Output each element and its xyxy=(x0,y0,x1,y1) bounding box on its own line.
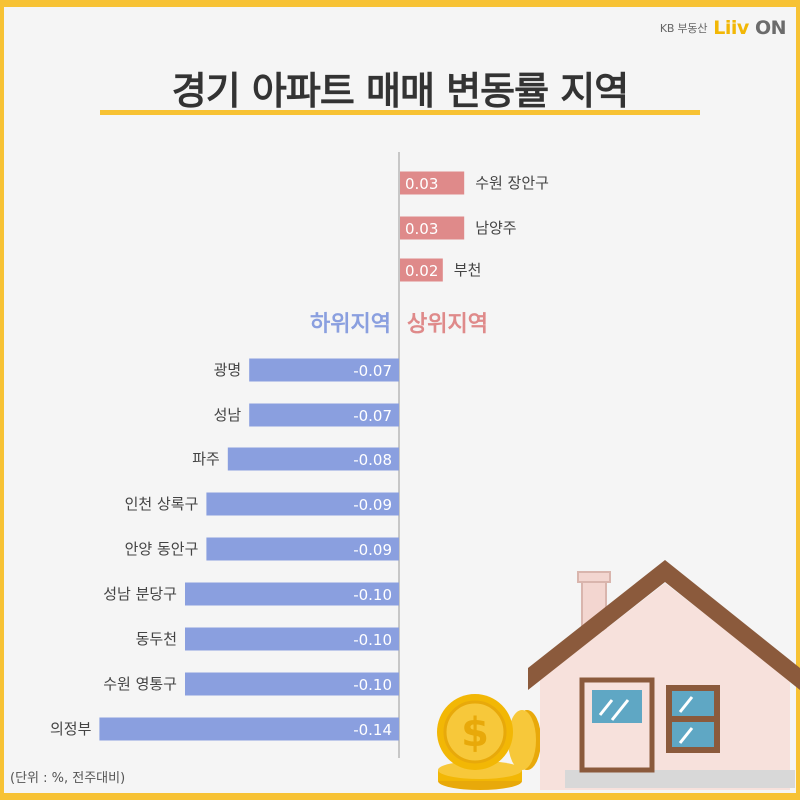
bar-value-label: 0.03 xyxy=(405,175,438,193)
bar-value-label: -0.09 xyxy=(353,496,392,514)
bar-value-label: -0.10 xyxy=(353,676,392,694)
bar-down-5 xyxy=(185,582,399,606)
bar-down-8 xyxy=(99,717,400,741)
category-label: 안양 동안구 xyxy=(125,540,199,558)
brand-logo: Liiv ON xyxy=(713,17,786,39)
bar-down-6 xyxy=(185,627,399,651)
frame-right xyxy=(796,0,800,800)
bar-value-label: -0.10 xyxy=(353,631,392,649)
coin-stack-icon: $ xyxy=(437,694,541,790)
bar-up-1 xyxy=(400,216,465,240)
category-label: 수원 장안구 xyxy=(475,174,549,192)
category-label: 성남 xyxy=(214,406,242,424)
category-label: 동두천 xyxy=(136,630,177,648)
bar-value-label: -0.09 xyxy=(353,541,392,559)
category-label: 파주 xyxy=(192,450,220,468)
category-label: 광명 xyxy=(214,361,242,379)
frame-bottom xyxy=(0,793,800,800)
page-title: 경기 아파트 매매 변동률 지역 xyxy=(171,69,629,113)
bar-value-label: -0.07 xyxy=(353,407,392,425)
bar-value-label: -0.08 xyxy=(353,451,392,469)
category-label: 인천 상록구 xyxy=(125,495,199,513)
unit-note: (단위 : %, 전주대비) xyxy=(10,771,126,786)
bar-down-3 xyxy=(206,492,399,516)
category-label: 부천 xyxy=(454,261,482,279)
category-label: 수원 영통구 xyxy=(103,675,177,693)
bar-down-1 xyxy=(249,403,399,427)
section-title-down: 하위지역 xyxy=(310,312,391,337)
bar-value-label: -0.10 xyxy=(353,586,392,604)
brand-logo-main: Liiv xyxy=(713,17,749,39)
frame-left xyxy=(0,0,4,800)
frame-top xyxy=(0,0,800,7)
title-underline xyxy=(100,110,700,115)
bar-value-label: 0.03 xyxy=(405,220,438,238)
bar-down-2 xyxy=(227,447,399,471)
bar-value-label: 0.02 xyxy=(405,262,438,280)
house-icon xyxy=(528,560,800,790)
brand: KB 부동산 Liiv ON xyxy=(659,16,787,40)
bar-up-2 xyxy=(400,258,443,282)
bar-value-label: -0.14 xyxy=(353,721,392,739)
brand-kb: KB 부동산 xyxy=(659,22,708,35)
bar-down-0 xyxy=(249,358,399,382)
category-label: 의정부 xyxy=(50,720,92,738)
svg-text:$: $ xyxy=(461,710,489,756)
category-label: 성남 분당구 xyxy=(103,585,177,603)
brand-logo-on: ON xyxy=(754,17,787,39)
bar-up-0 xyxy=(400,171,465,195)
category-label: 남양주 xyxy=(475,219,516,237)
bar-value-label: -0.07 xyxy=(353,362,392,380)
bar-down-4 xyxy=(206,537,399,561)
bar-down-7 xyxy=(185,672,399,696)
section-title-up: 상위지역 xyxy=(407,312,488,337)
